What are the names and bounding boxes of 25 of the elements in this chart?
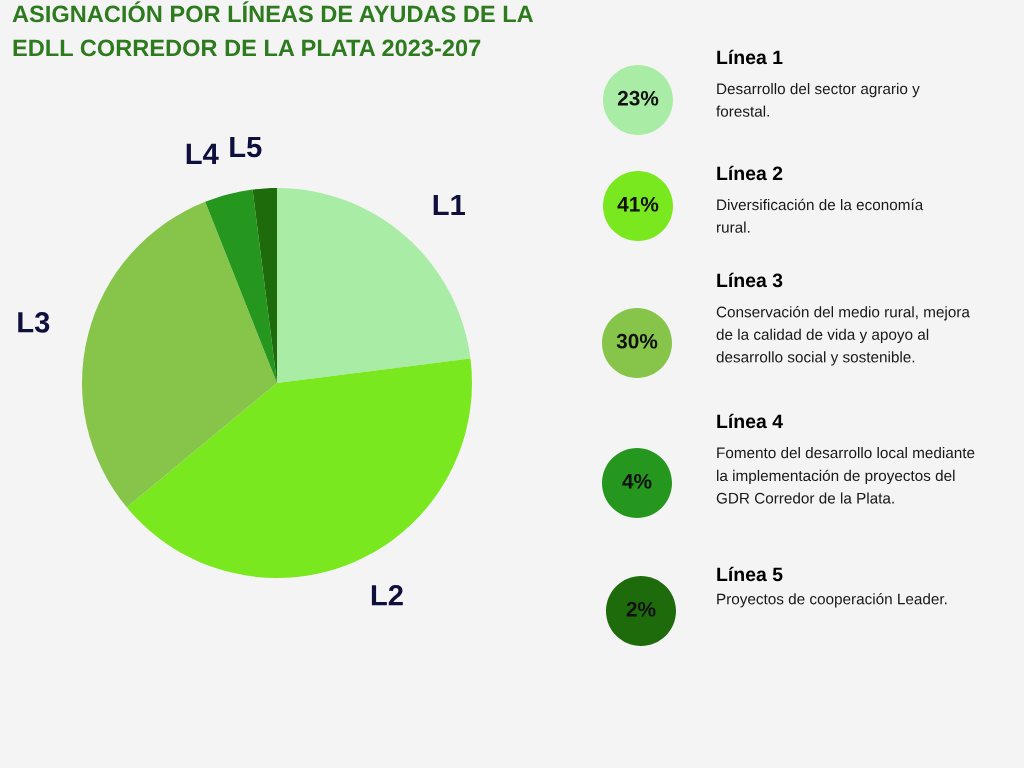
- text: Línea 1: [717, 49, 783, 65]
- chart-title: ASIGNACIÓN POR LÍNEAS DE AYUDAS DE LA EDLL CORREDOR DE LA PLATA 2023-207: [12, 1, 534, 57]
- pie-slice: [205, 189, 277, 383]
- slice-label: L2: [371, 584, 403, 606]
- text: 41%: [617, 196, 659, 212]
- text: Fomento del desarrollo local mediante la implementación de proyectos del GDR Corredor de la Plata.: [716, 447, 975, 504]
- text: Conservación del medio rural, mejora de la calidad de vida y apoyo al desarrollo social y sostenible.: [716, 306, 970, 366]
- text: 2%: [626, 601, 656, 617]
- slice-label: L4: [186, 143, 219, 164]
- text: 23%: [617, 90, 659, 106]
- pie-slice: [82, 201, 277, 508]
- pie-slice: [126, 358, 472, 578]
- text: Desarrollo del sector agrario y forestal.: [716, 83, 920, 117]
- slice-label: L5: [230, 136, 262, 158]
- text: 30%: [616, 333, 658, 349]
- text: Proyectos de cooperación Leader.: [717, 593, 947, 608]
- text: 4%: [622, 473, 652, 489]
- text: Línea 3: [717, 272, 783, 288]
- pie-slice: [277, 188, 471, 383]
- text: Línea 4: [717, 413, 783, 429]
- text: Diversificación de la economía rural.: [717, 198, 924, 233]
- slice-label: L1: [433, 194, 465, 216]
- text: Línea 2: [717, 165, 783, 181]
- slice-label: L3: [18, 311, 50, 333]
- text: Línea 5: [717, 566, 783, 582]
